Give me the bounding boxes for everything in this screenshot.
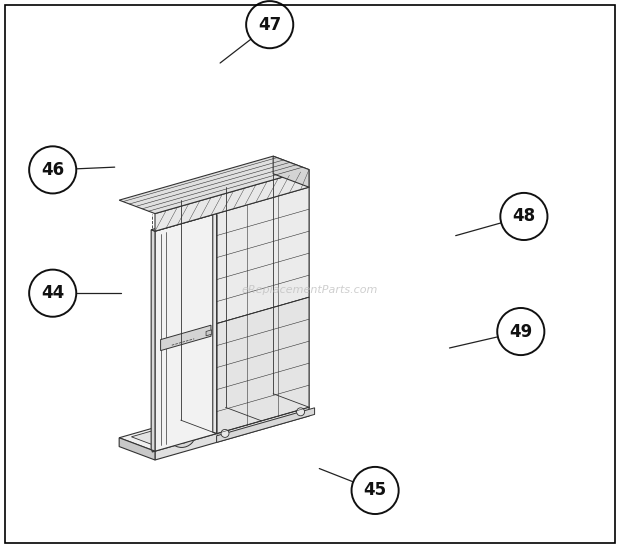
Polygon shape	[216, 187, 309, 324]
Circle shape	[172, 424, 192, 443]
Circle shape	[167, 419, 196, 447]
Polygon shape	[213, 212, 216, 433]
Circle shape	[500, 193, 547, 240]
Polygon shape	[273, 156, 309, 187]
Circle shape	[497, 308, 544, 355]
Text: 47: 47	[258, 16, 281, 33]
Text: 48: 48	[512, 208, 536, 225]
Polygon shape	[273, 394, 309, 416]
Polygon shape	[119, 438, 155, 460]
Polygon shape	[119, 394, 309, 451]
Text: 49: 49	[509, 323, 533, 340]
Polygon shape	[119, 156, 309, 214]
Polygon shape	[181, 174, 273, 420]
Circle shape	[221, 430, 229, 437]
Polygon shape	[155, 407, 309, 460]
Text: 46: 46	[41, 161, 64, 179]
Text: eReplacementParts.com: eReplacementParts.com	[242, 285, 378, 295]
Polygon shape	[206, 330, 211, 336]
Circle shape	[246, 1, 293, 48]
Polygon shape	[216, 408, 314, 442]
Polygon shape	[222, 210, 228, 432]
Polygon shape	[131, 398, 297, 447]
Polygon shape	[216, 297, 309, 433]
Circle shape	[352, 467, 399, 514]
Polygon shape	[155, 169, 309, 231]
Circle shape	[29, 270, 76, 317]
Polygon shape	[152, 231, 155, 452]
Polygon shape	[155, 214, 216, 451]
Text: 44: 44	[41, 284, 64, 302]
Polygon shape	[151, 212, 216, 231]
Polygon shape	[161, 325, 211, 351]
Circle shape	[296, 408, 304, 416]
Polygon shape	[273, 174, 309, 407]
Text: 45: 45	[363, 482, 387, 499]
Polygon shape	[151, 230, 155, 451]
Polygon shape	[181, 174, 309, 214]
Circle shape	[29, 146, 76, 193]
